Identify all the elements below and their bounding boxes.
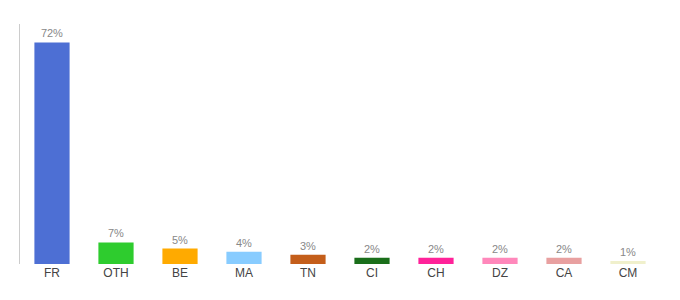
svg-text:3%: 3%: [300, 240, 316, 252]
svg-text:CA: CA: [556, 266, 573, 280]
svg-text:CH: CH: [427, 266, 444, 280]
svg-text:TN: TN: [300, 266, 316, 280]
svg-text:2%: 2%: [556, 243, 572, 255]
svg-text:OTH: OTH: [103, 266, 128, 280]
svg-text:4%: 4%: [236, 237, 252, 249]
svg-text:MA: MA: [235, 266, 253, 280]
svg-text:2%: 2%: [364, 243, 380, 255]
svg-text:DZ: DZ: [492, 266, 508, 280]
svg-text:7%: 7%: [108, 227, 124, 239]
svg-text:BE: BE: [172, 266, 188, 280]
svg-text:2%: 2%: [428, 243, 444, 255]
svg-text:CI: CI: [366, 266, 378, 280]
svg-text:2%: 2%: [492, 243, 508, 255]
svg-text:FR: FR: [44, 266, 60, 280]
svg-text:5%: 5%: [172, 234, 188, 246]
svg-text:CM: CM: [619, 266, 638, 280]
svg-text:1%: 1%: [620, 246, 636, 258]
svg-text:72%: 72%: [41, 27, 63, 39]
